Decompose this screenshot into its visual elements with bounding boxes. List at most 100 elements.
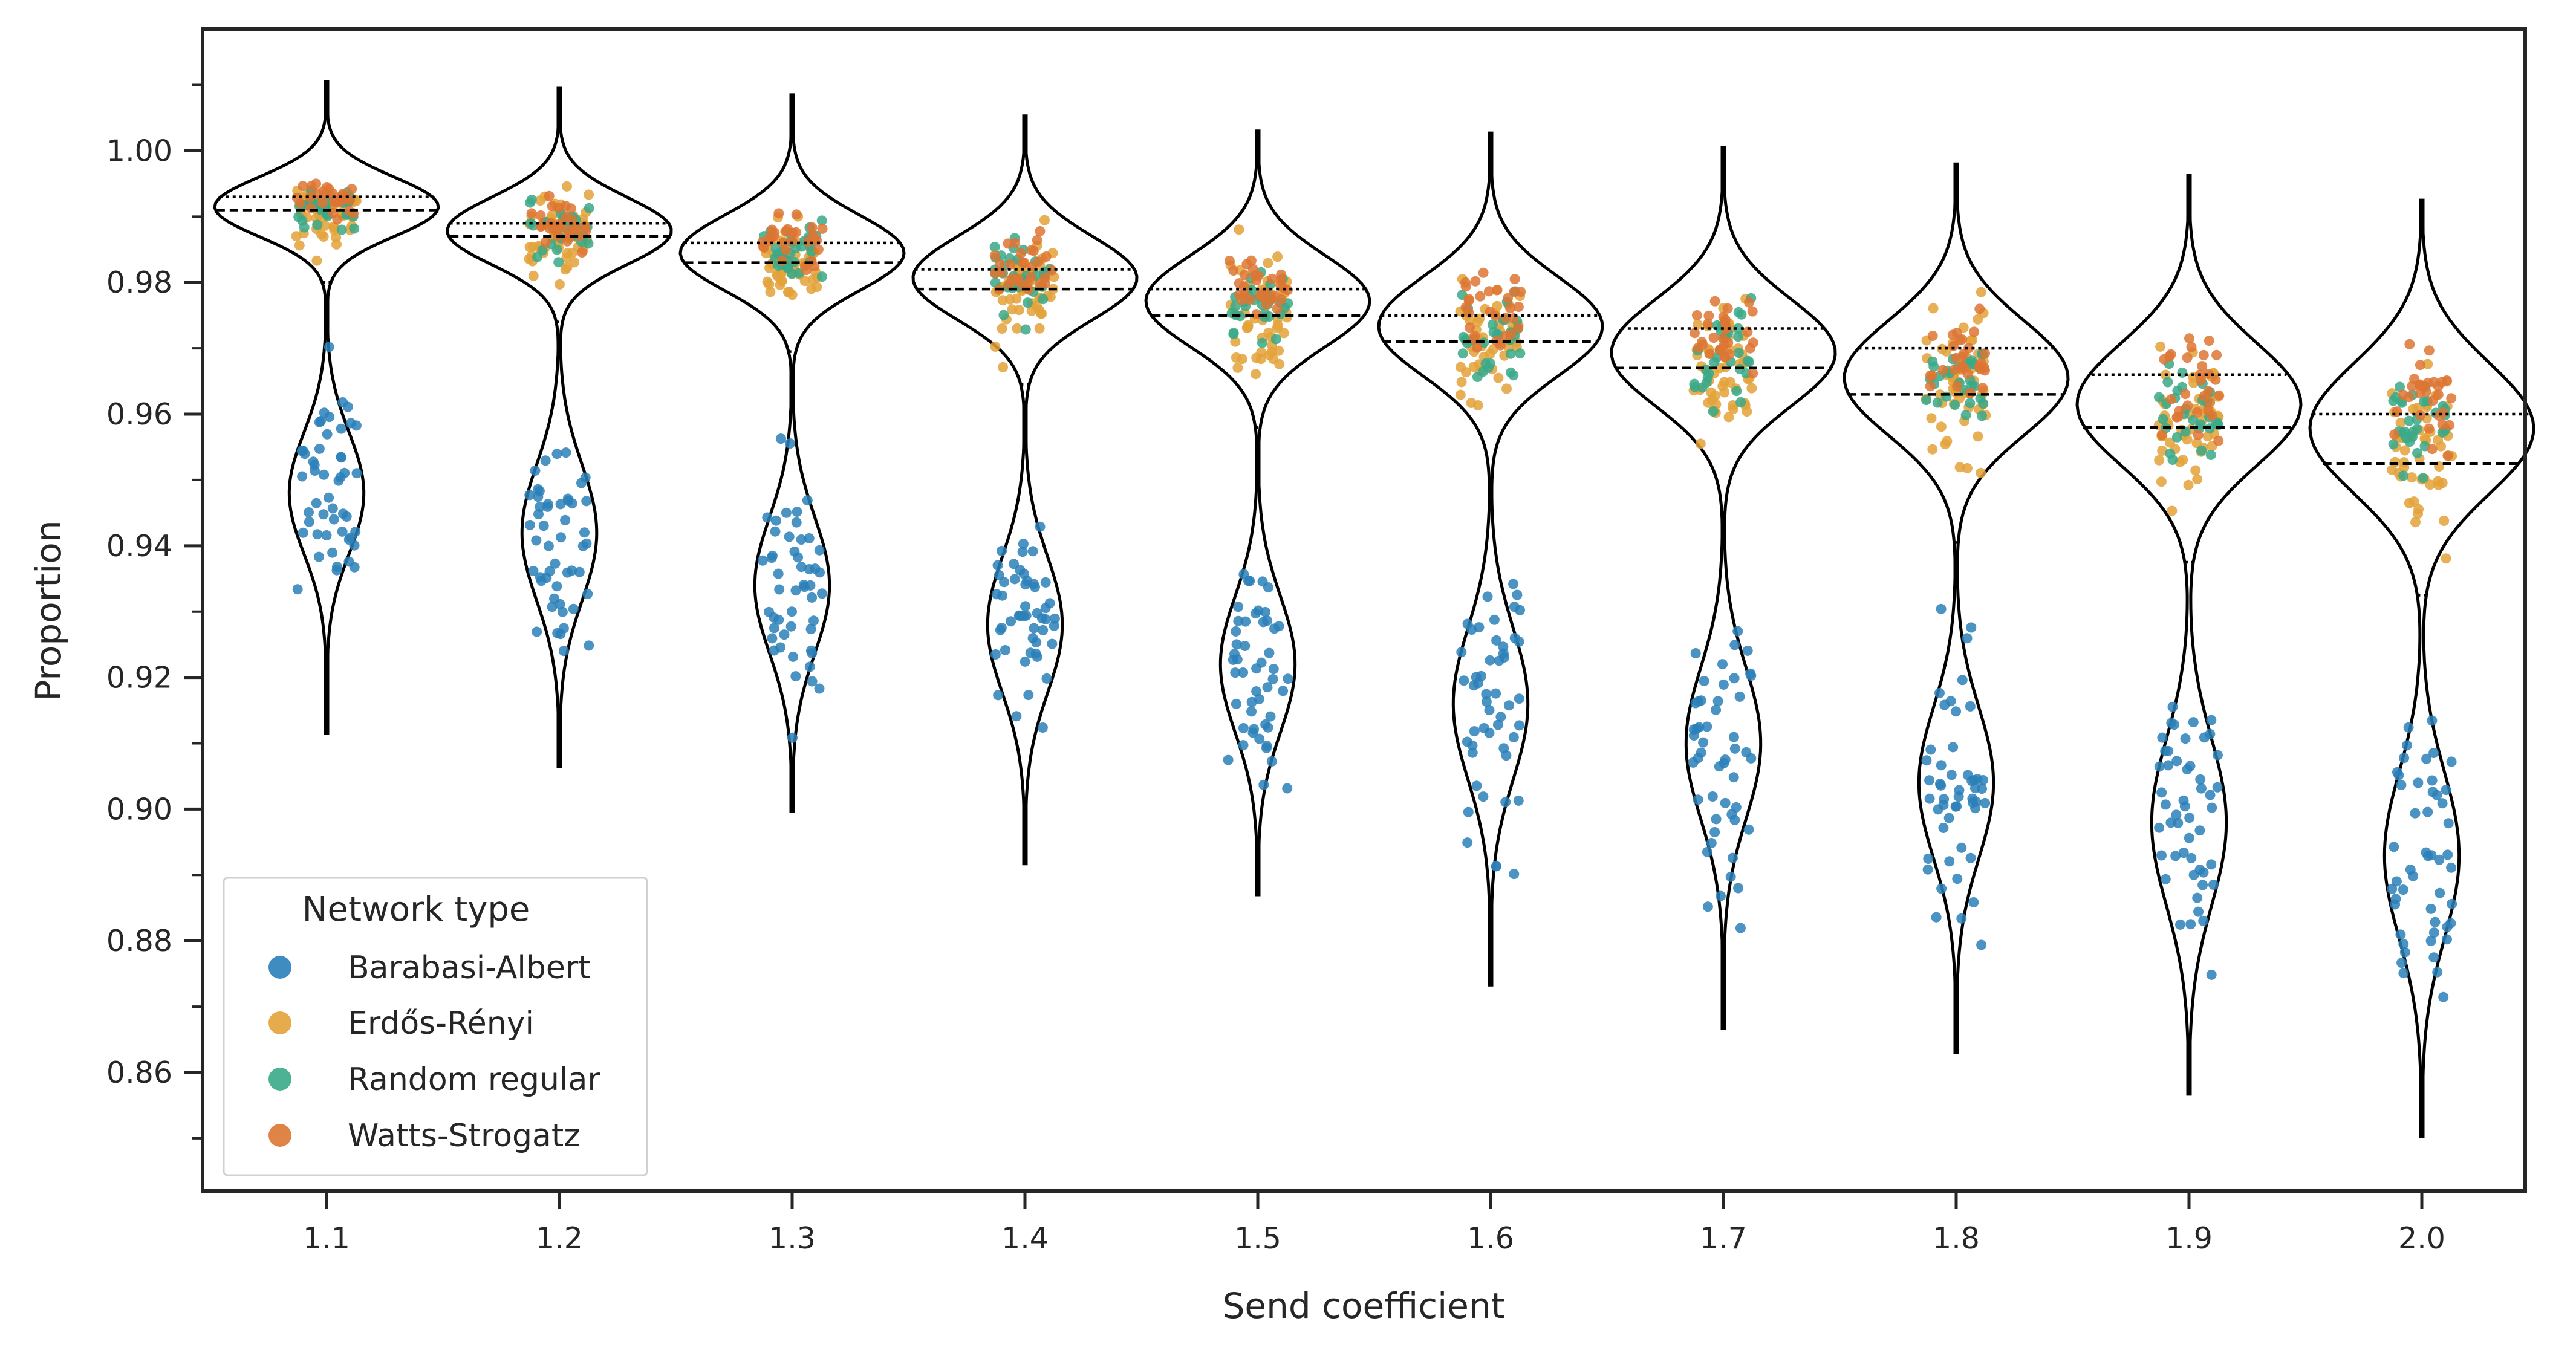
point-random-regular — [2180, 426, 2191, 437]
point-random-regular — [2171, 432, 2182, 443]
point-watts-strogatz — [1722, 303, 1733, 314]
point-watts-strogatz — [1026, 271, 1036, 282]
point-watts-strogatz — [2442, 450, 2453, 461]
point-barabasi-albert — [1040, 614, 1051, 624]
point-watts-strogatz — [1015, 248, 1026, 259]
point-erdos-renyi — [1034, 323, 1045, 334]
point-watts-strogatz — [1980, 348, 1990, 359]
point-barabasi-albert — [774, 584, 785, 595]
point-watts-strogatz — [317, 198, 328, 209]
point-erdos-renyi — [1719, 387, 1730, 398]
point-barabasi-albert — [1957, 675, 1968, 686]
point-barabasi-albert — [1966, 622, 1977, 633]
point-random-regular — [2408, 426, 2419, 437]
point-watts-strogatz — [2415, 388, 2425, 398]
point-barabasi-albert — [1965, 701, 1976, 712]
point-random-regular — [2398, 470, 2409, 481]
point-barabasi-albert — [2157, 732, 2168, 743]
point-barabasi-albert — [1711, 814, 1722, 825]
violin-1-1 — [213, 80, 440, 735]
point-erdos-renyi — [799, 276, 810, 287]
point-watts-strogatz — [2424, 345, 2435, 356]
point-barabasi-albert — [2173, 817, 2184, 828]
point-erdos-renyi — [1927, 444, 1938, 455]
point-watts-strogatz — [997, 267, 1007, 278]
point-barabasi-albert — [1238, 740, 1249, 751]
point-watts-strogatz — [1925, 370, 1936, 381]
x-axis-title: Send coefficient — [1223, 1285, 1505, 1326]
y-tick-label: 0.96 — [106, 397, 172, 432]
point-barabasi-albert — [555, 499, 566, 510]
point-barabasi-albert — [308, 456, 319, 467]
point-barabasi-albert — [2422, 806, 2433, 817]
point-erdos-renyi — [990, 342, 1001, 352]
point-barabasi-albert — [2403, 722, 2414, 733]
point-barabasi-albert — [1000, 645, 1010, 655]
point-barabasi-albert — [304, 516, 314, 527]
point-barabasi-albert — [1729, 640, 1740, 650]
point-barabasi-albert — [1968, 897, 1979, 907]
legend-label-erdos-renyi: Erdős-Rényi — [348, 1005, 534, 1042]
y-tick-label: 0.90 — [106, 792, 172, 826]
point-random-regular — [1020, 324, 1031, 335]
point-barabasi-albert — [556, 532, 567, 543]
point-watts-strogatz — [2203, 369, 2214, 380]
point-barabasi-albert — [536, 576, 547, 586]
point-barabasi-albert — [1717, 659, 1728, 670]
point-erdos-renyi — [1936, 421, 1947, 432]
point-erdos-renyi — [1746, 383, 1757, 394]
point-barabasi-albert — [335, 472, 346, 482]
point-barabasi-albert — [1746, 753, 1757, 764]
point-watts-strogatz — [562, 236, 573, 247]
point-watts-strogatz — [2214, 390, 2225, 401]
point-barabasi-albert — [1041, 673, 1052, 684]
point-barabasi-albert — [2160, 799, 2171, 810]
point-barabasi-albert — [2425, 903, 2436, 914]
point-barabasi-albert — [562, 493, 573, 504]
point-barabasi-albert — [1223, 754, 1234, 765]
point-watts-strogatz — [2182, 352, 2193, 363]
point-watts-strogatz — [1266, 294, 1277, 305]
point-watts-strogatz — [1236, 294, 1247, 305]
point-barabasi-albert — [530, 466, 541, 476]
point-random-regular — [1950, 400, 1960, 410]
point-erdos-renyi — [2395, 417, 2406, 428]
point-watts-strogatz — [1937, 365, 1948, 375]
point-random-regular — [1928, 361, 1939, 372]
point-barabasi-albert — [1238, 667, 1249, 678]
point-barabasi-albert — [793, 552, 804, 563]
point-watts-strogatz — [526, 208, 537, 219]
point-watts-strogatz — [1483, 286, 1494, 297]
point-watts-strogatz — [769, 231, 779, 242]
point-barabasi-albert — [1509, 632, 1520, 643]
point-barabasi-albert — [2428, 927, 2439, 938]
point-barabasi-albert — [1240, 641, 1251, 651]
point-random-regular — [1480, 358, 1491, 369]
point-erdos-renyi — [1012, 323, 1023, 334]
point-watts-strogatz — [2427, 444, 2438, 455]
point-barabasi-albert — [1029, 623, 1039, 634]
point-watts-strogatz — [541, 237, 551, 248]
legend-label-watts-strogatz: Watts-Strogatz — [348, 1118, 581, 1154]
point-barabasi-albert — [1693, 794, 1703, 805]
point-watts-strogatz — [298, 181, 308, 192]
point-barabasi-albert — [1240, 616, 1251, 627]
point-barabasi-albert — [2178, 848, 2189, 858]
point-barabasi-albert — [1011, 711, 1022, 722]
point-barabasi-albert — [1459, 675, 1469, 686]
point-barabasi-albert — [2170, 851, 2181, 861]
point-barabasi-albert — [1481, 689, 1492, 699]
point-erdos-renyi — [318, 232, 329, 242]
point-erdos-renyi — [2190, 465, 2201, 476]
point-barabasi-albert — [1038, 624, 1049, 635]
point-watts-strogatz — [1272, 303, 1283, 314]
point-erdos-renyi — [569, 257, 580, 268]
point-barabasi-albert — [1260, 719, 1271, 730]
point-watts-strogatz — [1478, 267, 1489, 278]
point-barabasi-albert — [311, 498, 322, 508]
point-barabasi-albert — [773, 614, 784, 625]
point-barabasi-albert — [324, 412, 335, 423]
point-watts-strogatz — [1975, 364, 1986, 375]
point-erdos-renyi — [294, 240, 305, 251]
point-erdos-renyi — [1274, 358, 1285, 369]
